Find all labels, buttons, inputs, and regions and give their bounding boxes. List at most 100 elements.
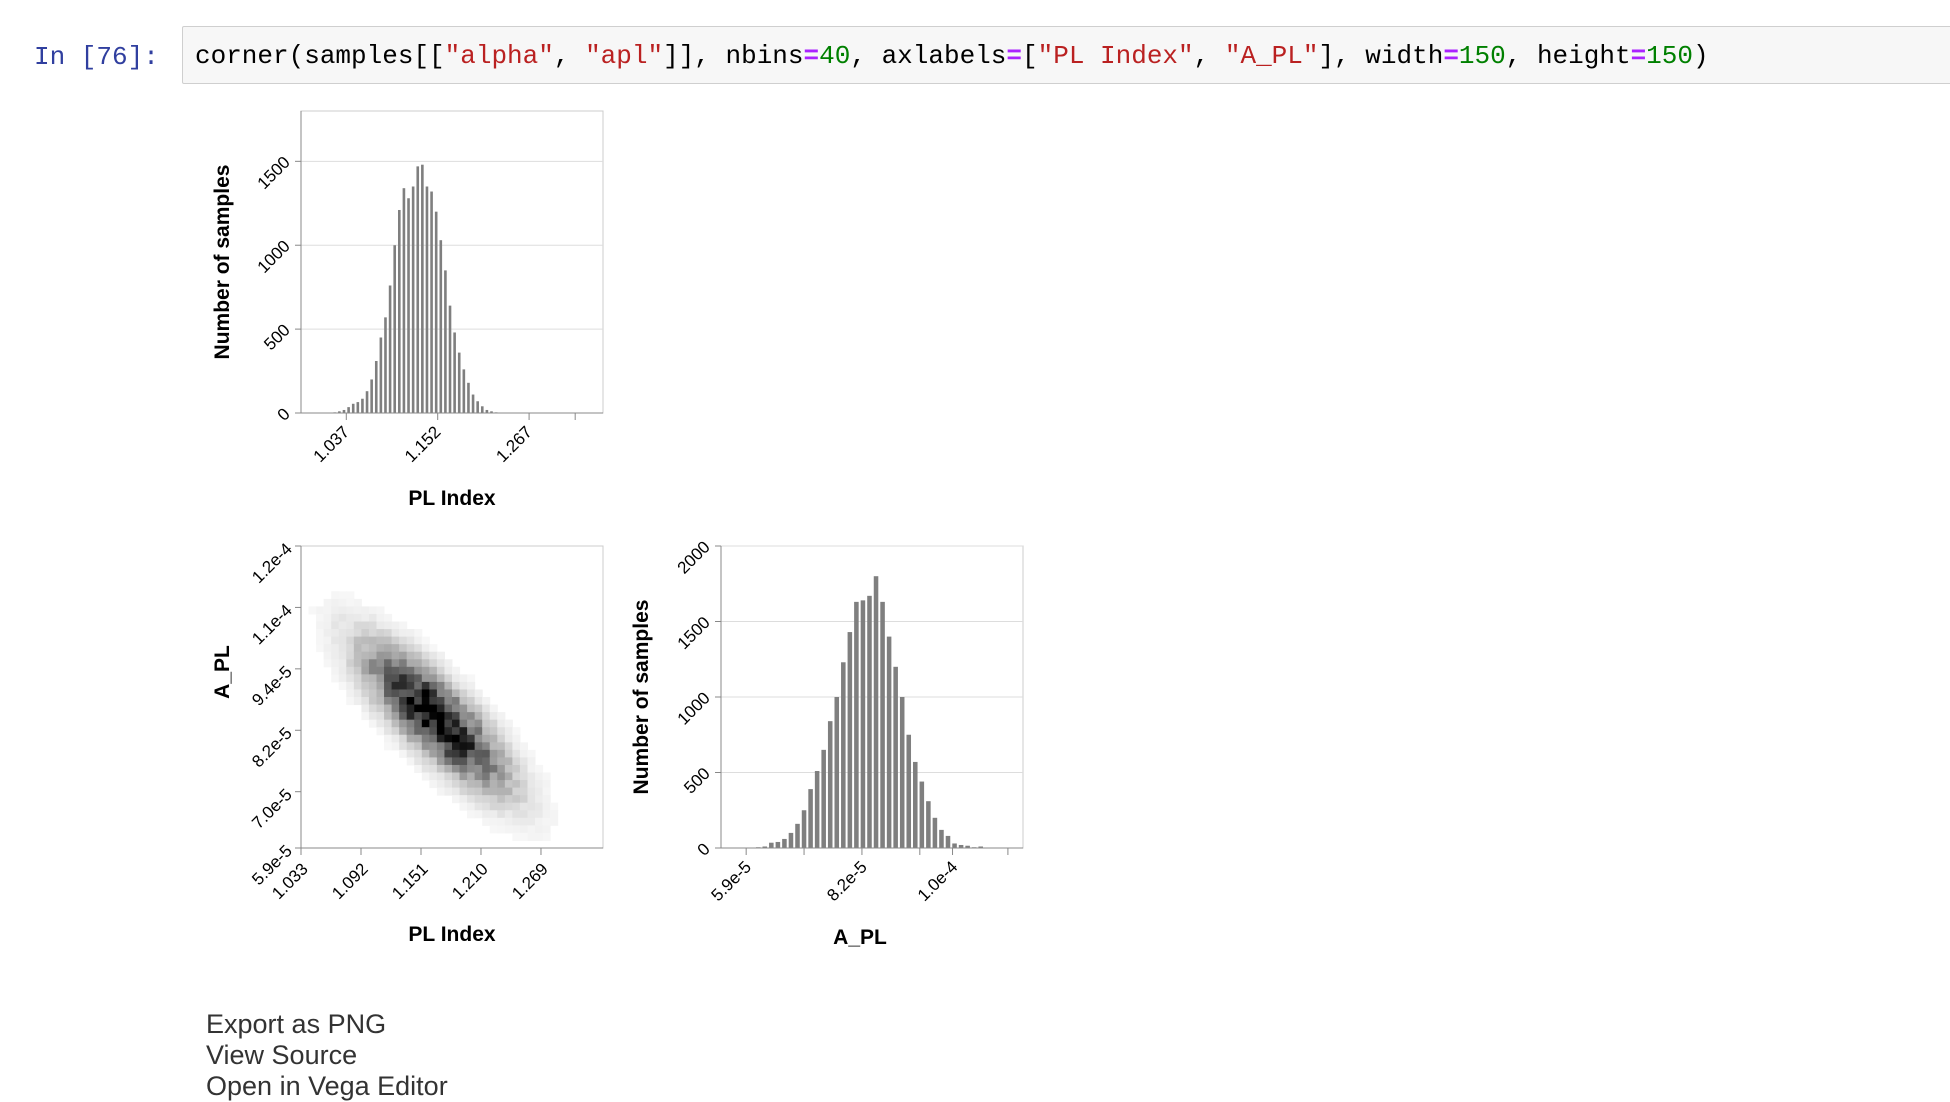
heatmap-cell xyxy=(384,735,392,743)
heatmap-cell xyxy=(422,697,430,705)
heatmap-cell xyxy=(429,735,437,743)
y-axis-title: Number of samples xyxy=(211,165,234,360)
heatmap-cell xyxy=(384,705,392,713)
heatmap-cell xyxy=(490,727,498,735)
heatmap-cell xyxy=(361,674,369,682)
open-vega-editor-link[interactable]: Open in Vega Editor xyxy=(206,1071,448,1101)
heatmap-cell xyxy=(346,682,354,690)
heatmap-cell xyxy=(377,697,385,705)
heatmap-cell xyxy=(467,689,475,697)
heatmap-cell xyxy=(399,682,407,690)
heatmap-cell xyxy=(497,795,505,803)
histogram-bar xyxy=(361,399,364,413)
heatmap-cell xyxy=(497,818,505,826)
y-axis-title: Number of samples xyxy=(630,600,653,795)
heatmap-cell xyxy=(490,742,498,750)
y-tick-label: 1.1e-4 xyxy=(248,601,296,649)
heatmap-cell xyxy=(490,788,498,796)
heatmap-cell xyxy=(535,795,543,803)
heatmap-cell xyxy=(399,689,407,697)
heatmap-cell xyxy=(482,818,490,826)
heatmap-cell xyxy=(520,742,528,750)
heatmap-cell xyxy=(377,689,385,697)
heatmap-cell xyxy=(407,689,415,697)
plot-frame xyxy=(301,111,603,413)
heatmap-cell xyxy=(437,674,445,682)
histogram-bar xyxy=(952,843,957,848)
heatmap-cell xyxy=(392,674,400,682)
heatmap-cell xyxy=(505,788,513,796)
heatmap-cell xyxy=(460,757,468,765)
heatmap-cell xyxy=(316,644,324,652)
heatmap-cell xyxy=(444,788,452,796)
heatmap-cell xyxy=(392,689,400,697)
heatmap-cell xyxy=(467,727,475,735)
heatmap-cell xyxy=(505,727,513,735)
y-tick-label: 0 xyxy=(274,404,294,424)
heatmap-cell xyxy=(444,682,452,690)
heatmap-cell xyxy=(407,674,415,682)
heatmap-cell xyxy=(399,659,407,667)
heatmap-cell xyxy=(444,750,452,758)
heatmap-cell xyxy=(399,622,407,630)
heatmap-cell xyxy=(543,788,551,796)
heatmap-cell xyxy=(490,810,498,818)
heatmap-cell xyxy=(324,622,332,630)
heatmap-cell xyxy=(490,720,498,728)
histogram-bar xyxy=(848,632,853,848)
view-source-link[interactable]: View Source xyxy=(206,1040,357,1070)
histogram-bar xyxy=(913,762,918,848)
heatmap-cell xyxy=(452,773,460,781)
heatmap-cell xyxy=(497,780,505,788)
heatmap-cell xyxy=(361,614,369,622)
heatmap-cell xyxy=(467,780,475,788)
heatmap-cell xyxy=(505,803,513,811)
heatmap-cell xyxy=(475,742,483,750)
heatmap-cell xyxy=(490,750,498,758)
heatmap-cell xyxy=(346,614,354,622)
histogram-bar xyxy=(834,697,839,848)
heatmap-cell xyxy=(399,750,407,758)
heatmap-cell xyxy=(414,720,422,728)
heatmap-cell xyxy=(482,803,490,811)
heatmap-cell xyxy=(467,788,475,796)
heatmap-cell xyxy=(460,750,468,758)
heatmap-cell xyxy=(354,614,362,622)
heatmap-cell xyxy=(528,818,536,826)
heatmap-cell xyxy=(444,720,452,728)
heatmap-cell xyxy=(437,682,445,690)
heatmap-cell xyxy=(490,780,498,788)
heatmap-cell xyxy=(316,622,324,630)
heatmap-cell xyxy=(520,750,528,758)
heatmap-cell xyxy=(399,637,407,645)
heatmap-cell xyxy=(543,818,551,826)
histogram-bar xyxy=(370,379,373,413)
histogram-bar xyxy=(453,332,456,413)
heatmap-cell xyxy=(482,735,490,743)
heatmap-cell xyxy=(414,689,422,697)
heatmap-cell xyxy=(490,825,498,833)
x-tick-label: 1.267 xyxy=(492,422,536,466)
heatmap-cell xyxy=(497,735,505,743)
export-png-link[interactable]: Export as PNG xyxy=(206,1009,386,1039)
heatmap-cell xyxy=(452,742,460,750)
heatmap-cell xyxy=(467,720,475,728)
heatmap-cell xyxy=(512,818,520,826)
heatmap-cell xyxy=(339,644,347,652)
heatmap-cell xyxy=(392,712,400,720)
histogram-bar xyxy=(802,810,807,848)
heatmap-cell xyxy=(377,622,385,630)
heatmap-cell xyxy=(339,606,347,614)
heatmap-cell xyxy=(467,697,475,705)
heatmap-cell xyxy=(497,712,505,720)
heatmap-cell xyxy=(414,712,422,720)
heatmap-cell xyxy=(354,689,362,697)
heatmap-cell xyxy=(512,727,520,735)
heatmap-cell xyxy=(422,689,430,697)
heatmap-cell xyxy=(475,727,483,735)
heatmap-cell xyxy=(505,765,513,773)
heatmap-cell xyxy=(460,788,468,796)
heatmap-cell xyxy=(475,757,483,765)
histogram-bar xyxy=(776,842,781,848)
